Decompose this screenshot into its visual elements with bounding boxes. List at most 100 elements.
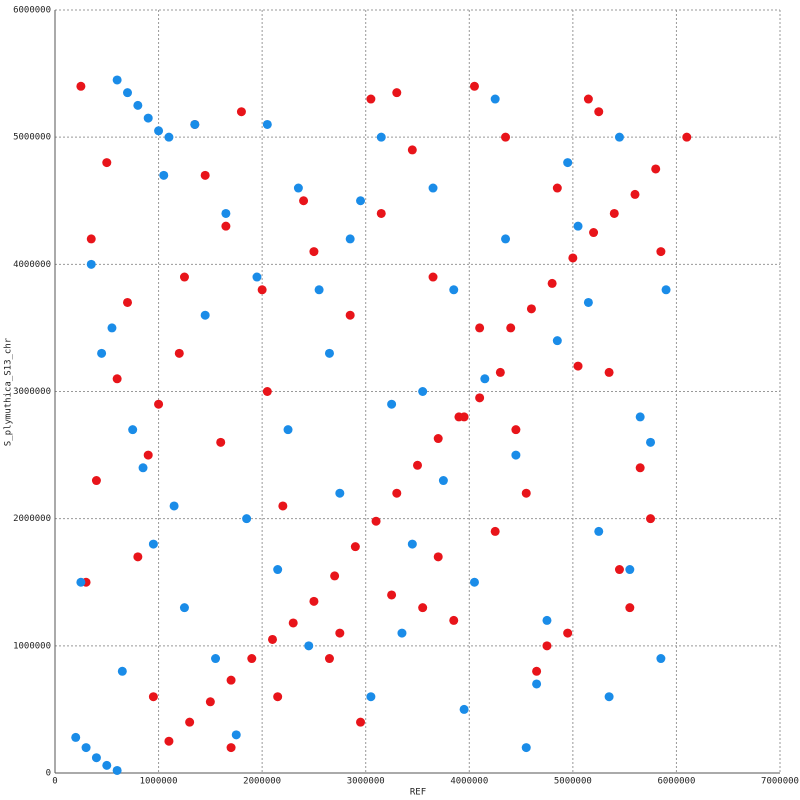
dot [511,450,521,460]
dot [252,272,262,282]
dot [324,348,334,358]
dot [506,323,516,333]
dot [117,666,127,676]
x-tick-label: 4000000 [450,777,488,787]
dot [428,272,438,282]
dot [174,348,184,358]
dot [159,170,169,180]
dot [71,732,81,742]
dot [625,603,635,613]
dot [304,641,314,651]
dot [366,94,376,104]
y-tick-label: 0 [46,769,51,779]
dot [469,81,479,91]
dot [190,119,200,129]
dot [475,393,485,403]
dot [542,615,552,625]
dot [552,336,562,346]
dot [614,132,624,142]
dot [86,259,96,269]
dot [164,132,174,142]
dot [335,488,345,498]
dot [651,164,661,174]
dot [97,348,107,358]
dot [299,196,309,206]
dot [501,234,511,244]
dot [164,736,174,746]
dot [211,654,221,664]
dot [568,253,578,263]
dot [226,743,236,753]
dot [309,247,319,257]
x-tick-label: 2000000 [243,777,281,787]
dot [583,94,593,104]
dot [102,158,112,168]
dot [133,100,143,110]
dot [86,234,96,244]
dot [428,183,438,193]
dot [221,208,231,218]
dot [469,577,479,587]
dot [247,654,257,664]
dot [216,437,226,447]
dot [143,450,153,460]
x-axis-label: REF [410,788,426,798]
dot [314,285,324,295]
dot [283,425,293,435]
dot [387,590,397,600]
y-tick-label: 6000000 [13,6,51,16]
dot [547,278,557,288]
y-tick-label: 3000000 [13,387,51,397]
dot [205,697,215,707]
dot [371,516,381,526]
dot [76,81,86,91]
dot [646,514,656,524]
dot [449,615,459,625]
dot [154,126,164,136]
dot [387,399,397,409]
dot [418,603,428,613]
dot [236,107,246,117]
y-tick-label: 2000000 [13,514,51,524]
dot [589,228,599,238]
dot [123,88,132,98]
dot [262,119,272,129]
dot [656,654,666,664]
dot [594,526,604,536]
dot [376,132,386,142]
x-tick-label: 3000000 [347,777,385,787]
dot [583,297,593,307]
dot [76,577,86,587]
dot [112,374,122,384]
dot [630,189,640,199]
dot [532,679,542,689]
dot [148,692,158,702]
dot [200,170,210,180]
dot [682,132,692,142]
dot [490,94,500,104]
dot [366,692,376,702]
dot [242,514,252,524]
dot [226,675,236,685]
dot [573,361,583,371]
dot [278,501,288,511]
x-tick-label: 5000000 [554,777,592,787]
dot [635,412,645,422]
dot [397,628,407,638]
dot [148,539,158,549]
dot [614,565,624,575]
y-tick-label: 5000000 [13,133,51,143]
dot [169,501,179,511]
dot [107,323,117,333]
dot [501,132,511,142]
dot [407,539,417,549]
y-tick-label: 4000000 [13,260,51,270]
dot [376,208,386,218]
dot [330,571,340,581]
dot [604,367,614,377]
dot [257,285,267,295]
dot [262,387,272,396]
dot [231,730,241,740]
dot [459,704,469,714]
